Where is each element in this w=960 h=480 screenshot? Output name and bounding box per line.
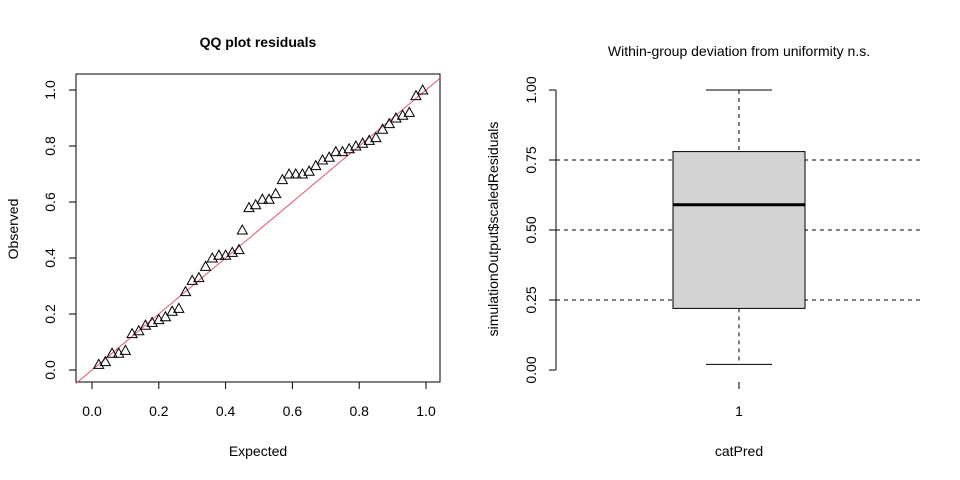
qq-y-tick-label: 1.0 — [42, 80, 58, 100]
qq-point — [106, 347, 118, 358]
qq-point — [213, 249, 225, 260]
qq-point — [166, 305, 179, 316]
qq-point — [276, 173, 289, 185]
box-body — [672, 89, 806, 365]
qq-y-tick-label: 0.6 — [42, 192, 58, 212]
qq-plot-frame — [75, 73, 441, 383]
box-title: Within-group deviation from uniformity n… — [608, 43, 870, 59]
box-y-tick-label: 0.50 — [523, 216, 539, 243]
qq-y-tick-label: 0.2 — [42, 304, 58, 324]
qq-y-tick-label: 0.0 — [42, 360, 58, 380]
qq-point — [283, 167, 295, 179]
qq-point — [199, 260, 212, 271]
qq-point — [370, 131, 382, 143]
qq-point — [309, 159, 322, 171]
box-iqr — [672, 151, 806, 309]
qq-point — [296, 167, 309, 179]
box-x-axis: 1 — [735, 382, 743, 419]
box-y-axis: 0.00 0.25 0.50 0.75 1.00 — [523, 76, 557, 384]
qq-point — [249, 198, 262, 210]
box-y-label: simulationOutput$scaledResiduals — [485, 122, 501, 337]
qq-point — [269, 187, 282, 199]
qq-point — [119, 344, 132, 355]
qq-point — [206, 251, 219, 263]
qq-point — [99, 355, 112, 367]
qq-y-axis: 0.0 0.2 0.4 0.6 0.8 1.0 — [42, 80, 77, 380]
qq-x-tick-label: 0.8 — [349, 403, 369, 419]
qq-point — [316, 153, 329, 165]
qq-reference-line-group — [75, 78, 440, 384]
qq-title: QQ plot residuals — [200, 34, 317, 50]
qq-point — [233, 243, 245, 255]
qq-point — [172, 302, 185, 313]
qq-reference-line — [75, 78, 440, 384]
qq-y-tick-label: 0.4 — [42, 248, 58, 268]
box-panel: Within-group deviation from uniformity n… — [485, 43, 920, 459]
box-x-label: catPred — [715, 443, 763, 459]
qq-point — [256, 193, 269, 204]
qq-points — [92, 83, 429, 369]
qq-point — [243, 201, 255, 213]
qq-point — [179, 285, 192, 297]
box-y-tick-label: 0.25 — [523, 286, 539, 313]
box-y-tick-label: 0.75 — [523, 146, 539, 173]
qq-point — [263, 193, 275, 204]
qq-point — [159, 310, 172, 322]
qq-point — [336, 145, 349, 157]
box-y-tick-label: 1.00 — [523, 76, 539, 103]
qq-point — [383, 117, 396, 129]
qq-panel: QQ plot residuals 0.0 0.2 0.4 0.6 0.8 1.0 0.0… — [5, 34, 441, 459]
box-y-tick-label: 0.00 — [523, 356, 539, 383]
qq-x-tick-label: 0.2 — [149, 403, 169, 419]
qq-point — [303, 165, 315, 176]
qq-point — [112, 347, 125, 358]
qq-point — [376, 123, 389, 134]
qq-point — [289, 167, 302, 179]
qq-x-axis: 0.0 0.2 0.4 0.6 0.8 1.0 — [82, 381, 436, 419]
qq-point — [323, 151, 335, 162]
qq-x-tick-label: 1.0 — [416, 403, 436, 419]
qq-point — [416, 83, 429, 95]
qq-point — [193, 271, 205, 283]
qq-point — [410, 89, 422, 101]
qq-x-tick-label: 0.4 — [216, 403, 236, 419]
qq-x-tick-label: 0.6 — [283, 403, 303, 419]
qq-point — [132, 324, 145, 336]
qq-point — [329, 145, 342, 157]
box-x-tick-label: 1 — [735, 403, 743, 419]
qq-x-label: Expected — [229, 443, 287, 459]
qq-y-tick-label: 0.8 — [42, 136, 58, 156]
qq-y-label: Observed — [5, 199, 21, 260]
qq-x-tick-label: 0.0 — [82, 403, 102, 419]
qq-point — [403, 106, 416, 117]
qq-point — [236, 223, 249, 235]
